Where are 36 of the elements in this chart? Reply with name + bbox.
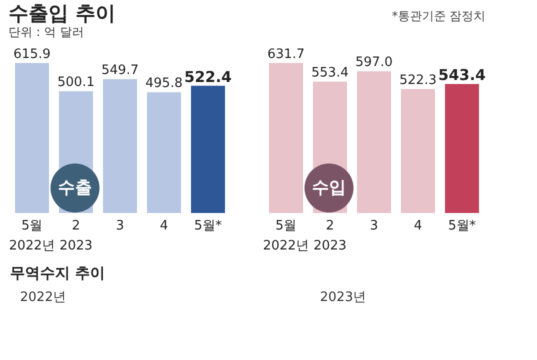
data-label: 597.0 <box>355 55 393 70</box>
data-label: 522.4 <box>184 68 232 86</box>
bar <box>269 63 303 213</box>
x-tick-label: 3 <box>370 218 378 234</box>
annotation: 수출 <box>58 178 92 198</box>
bar <box>15 63 49 213</box>
bar <box>147 92 181 213</box>
x-tick-label: 5월* <box>194 218 222 234</box>
data-label: 500.1 <box>57 75 95 90</box>
x-tick-label: 4 <box>160 218 168 234</box>
x-tick-label: 2 2023 <box>59 218 93 254</box>
x-tick-label: 5월 2022년 <box>8 218 56 254</box>
bar <box>357 71 391 213</box>
bar <box>401 88 435 213</box>
data-label: 522.3 <box>399 72 437 88</box>
x-tick-label: 5월 2022년 <box>262 218 310 254</box>
x-tick-label: 3 <box>116 218 124 234</box>
data-label: 615.9 <box>13 47 51 62</box>
data-label: 543.4 <box>438 66 486 84</box>
x-tick-label: 4 <box>414 218 422 234</box>
data-label: 549.7 <box>101 63 139 78</box>
x-tick-label: 5월* <box>448 218 476 234</box>
text: 2023년 <box>320 290 366 305</box>
chart-subtitle: 단위 : 억 달러 <box>8 25 84 39</box>
text: *통관기준 잠정치 <box>392 9 486 23</box>
bar <box>445 84 479 213</box>
data-label: 631.7 <box>267 47 305 62</box>
data-label: 495.8 <box>145 76 183 92</box>
chart-title: 수출입 추이 <box>8 1 116 25</box>
bar <box>103 79 137 213</box>
text: 2022년 <box>20 290 66 305</box>
text: 무역수지 추이 <box>10 264 106 282</box>
data-label: 553.4 <box>311 66 349 81</box>
bar <box>191 86 225 213</box>
annotation: 수입 <box>312 178 346 198</box>
x-tick-label: 2 2023 <box>313 218 347 254</box>
